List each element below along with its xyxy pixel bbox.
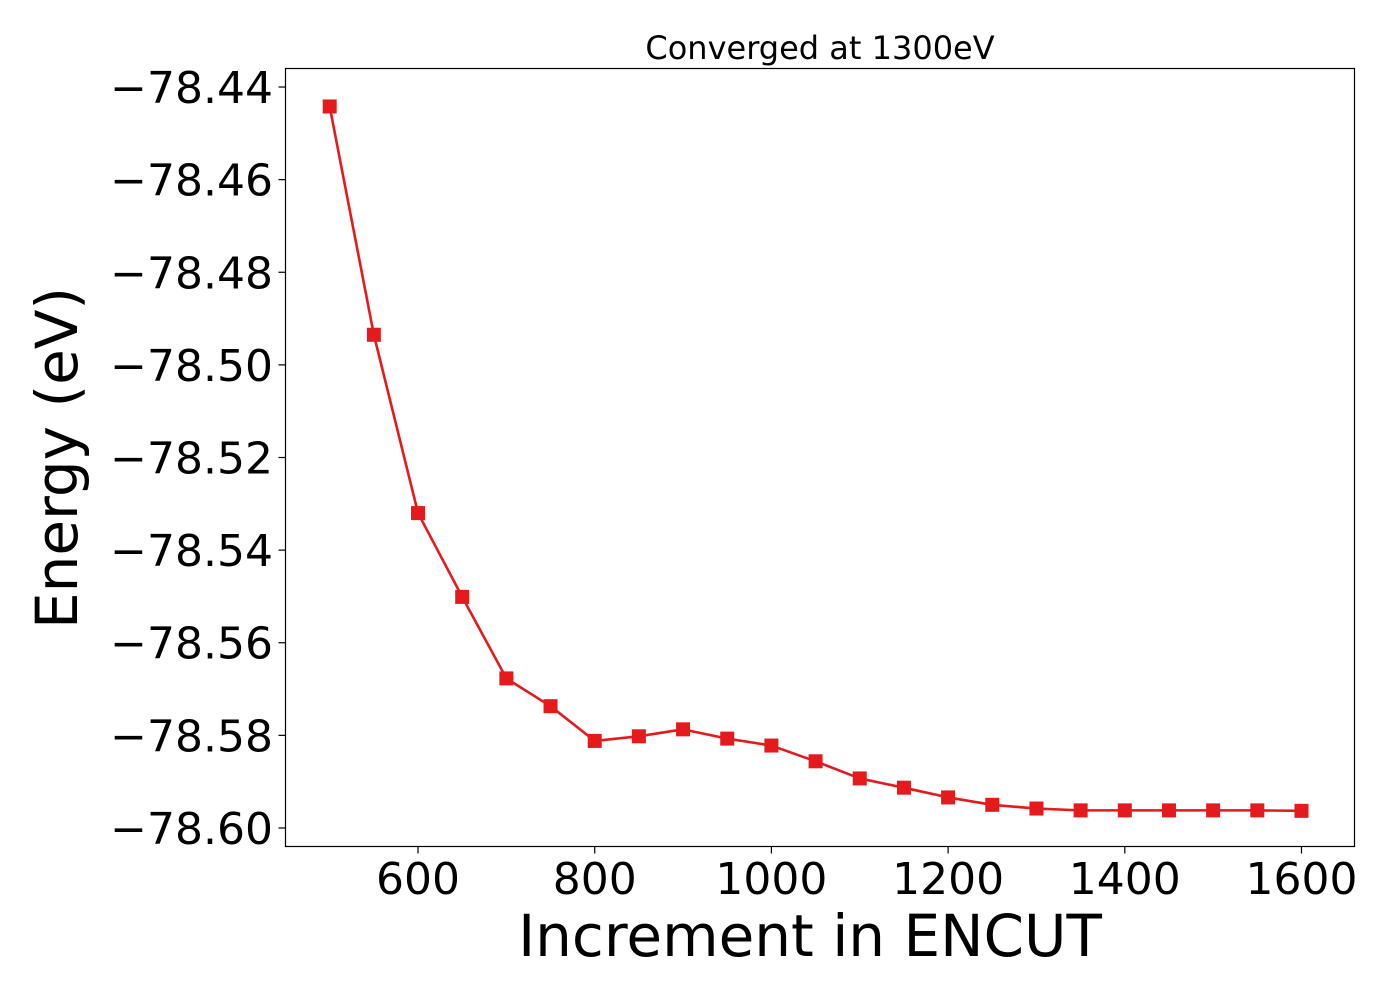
x-tick-label: 1200 [892,854,1004,905]
y-tick-label: −78.52 [110,434,273,485]
data-point-marker [1073,803,1088,818]
y-tick-label: −78.56 [110,619,273,670]
data-point-marker [631,729,646,744]
data-point-marker [322,99,337,114]
x-tick-label: 600 [376,854,460,905]
data-point-marker [852,771,867,786]
data-point-marker [587,733,602,748]
data-point-marker [1294,803,1309,818]
data-point-marker [941,790,956,805]
y-axis-label: Energy (eV) [23,287,91,629]
data-point-marker [366,327,381,342]
data-point-marker [1029,801,1044,816]
y-tick-label: −78.50 [110,341,273,392]
y-axis-ticks: −78.44 −78.46 −78.48 −78.50 −78.52 −78.54 −78.… [110,63,286,855]
data-point-marker [1117,803,1132,818]
data-point-marker [985,797,1000,812]
y-tick-label: −78.48 [110,248,273,299]
series-layer [322,99,1309,818]
y-tick-label: −78.46 [110,156,273,207]
data-point-marker [1161,803,1176,818]
data-point-marker [896,780,911,795]
plot-area-frame [284,67,1356,848]
data-point-marker [411,506,426,521]
data-point-marker [1250,803,1265,818]
y-tick-label: −78.44 [110,63,273,114]
data-point-marker [764,738,779,753]
x-axis-label: Increment in ENCUT [518,902,1102,970]
x-tick-label: 1000 [715,854,827,905]
x-tick-label: 1600 [1245,854,1357,905]
data-point-marker [808,754,823,769]
data-point-marker [543,699,558,714]
y-tick-label: −78.54 [110,526,273,577]
x-tick-label: 800 [553,854,637,905]
x-axis-ticks: 600 800 1000 1200 1400 1600 [376,846,1357,905]
y-tick-label: −78.60 [110,804,273,855]
data-point-marker [499,671,514,686]
y-tick-label: −78.58 [110,711,273,762]
x-tick-label: 1400 [1069,854,1181,905]
chart-title: Converged at 1300eV [645,29,994,67]
data-point-marker [676,722,691,737]
data-point-marker [1206,803,1221,818]
data-point-marker [720,731,735,746]
data-point-marker [455,589,470,604]
